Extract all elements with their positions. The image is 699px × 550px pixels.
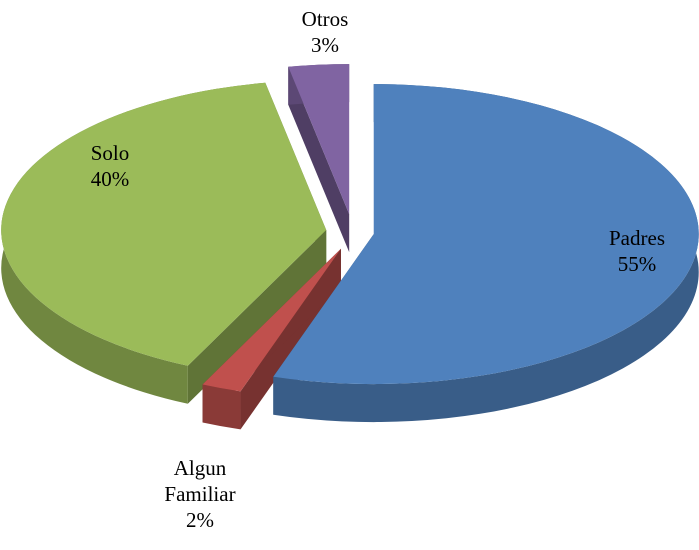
slice-label: Otros — [301, 7, 349, 31]
slice-value-label: 55% — [617, 252, 657, 276]
slice — [202, 248, 341, 392]
slice — [288, 64, 350, 215]
slice-value-label: 2% — [186, 508, 214, 532]
slice-value-label: 40% — [90, 167, 130, 191]
slice-face — [288, 66, 350, 253]
slice-label: Padres — [609, 226, 665, 250]
slice-label: Solo — [90, 141, 130, 165]
slice-face — [187, 230, 327, 404]
slice — [273, 84, 699, 385]
slice-value-label: 3% — [311, 33, 339, 57]
slice-side — [273, 84, 699, 423]
slice-label: Algun Familiar — [164, 456, 236, 506]
slice-side — [202, 384, 241, 430]
slice — [1, 82, 327, 366]
